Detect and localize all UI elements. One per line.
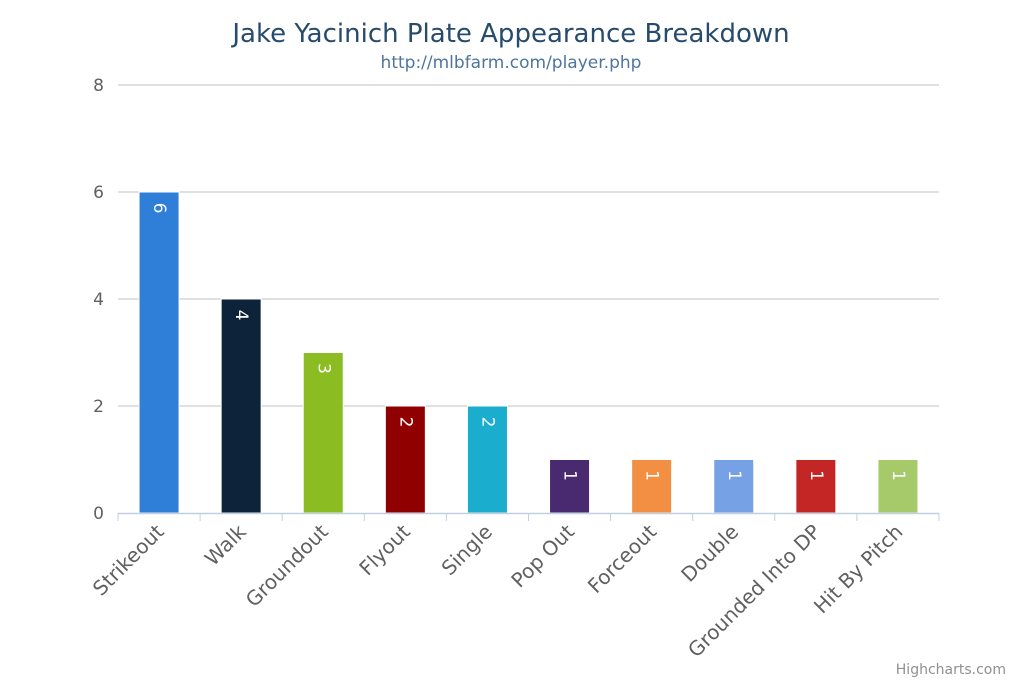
- x-axis: [117, 512, 940, 521]
- data-label: 1: [724, 470, 744, 481]
- x-tick-label: Forceout: [583, 519, 662, 598]
- x-tick-label: Strikeout: [88, 519, 169, 600]
- data-label: 1: [642, 470, 662, 481]
- x-tick-label: Pop Out: [506, 519, 579, 592]
- data-label: 2: [477, 417, 497, 428]
- bar: [631, 459, 673, 514]
- x-tick-label: Flyout: [354, 519, 415, 580]
- data-label: 6: [149, 203, 169, 214]
- bar: [795, 459, 837, 514]
- data-label: 1: [560, 470, 580, 481]
- credits-link[interactable]: Highcharts.com: [896, 662, 1006, 678]
- x-tick-label: Groundout: [241, 519, 333, 611]
- bar: [877, 459, 919, 514]
- bar: [138, 191, 180, 514]
- x-tick-label: Walk: [200, 519, 251, 570]
- data-label: 4: [231, 310, 251, 321]
- data-labels: 6 4 3 2 2 1 1 1 1 1: [149, 203, 908, 481]
- bar: [713, 459, 755, 514]
- data-label: 1: [888, 470, 908, 481]
- y-axis-labels: 0 2 4 6 8: [93, 76, 104, 524]
- y-tick-label: 2: [93, 397, 104, 417]
- data-label: 3: [313, 363, 333, 374]
- y-tick-label: 6: [93, 183, 104, 203]
- bar: [549, 459, 591, 514]
- x-tick-label: Single: [437, 520, 497, 580]
- chart-subtitle: http://mlbfarm.com/player.php: [381, 53, 642, 73]
- y-tick-label: 8: [93, 76, 104, 96]
- y-tick-label: 0: [93, 504, 104, 524]
- data-label: 2: [395, 417, 415, 428]
- y-tick-label: 4: [93, 290, 104, 310]
- chart-title: Jake Yacinich Plate Appearance Breakdown: [230, 19, 789, 49]
- bar: [220, 298, 262, 514]
- bar: [384, 405, 426, 514]
- x-tick-label: Hit By Pitch: [809, 520, 908, 619]
- x-tick-label: Double: [676, 520, 743, 587]
- bar: [302, 352, 344, 514]
- bars: [138, 191, 919, 514]
- data-label: 1: [806, 470, 826, 481]
